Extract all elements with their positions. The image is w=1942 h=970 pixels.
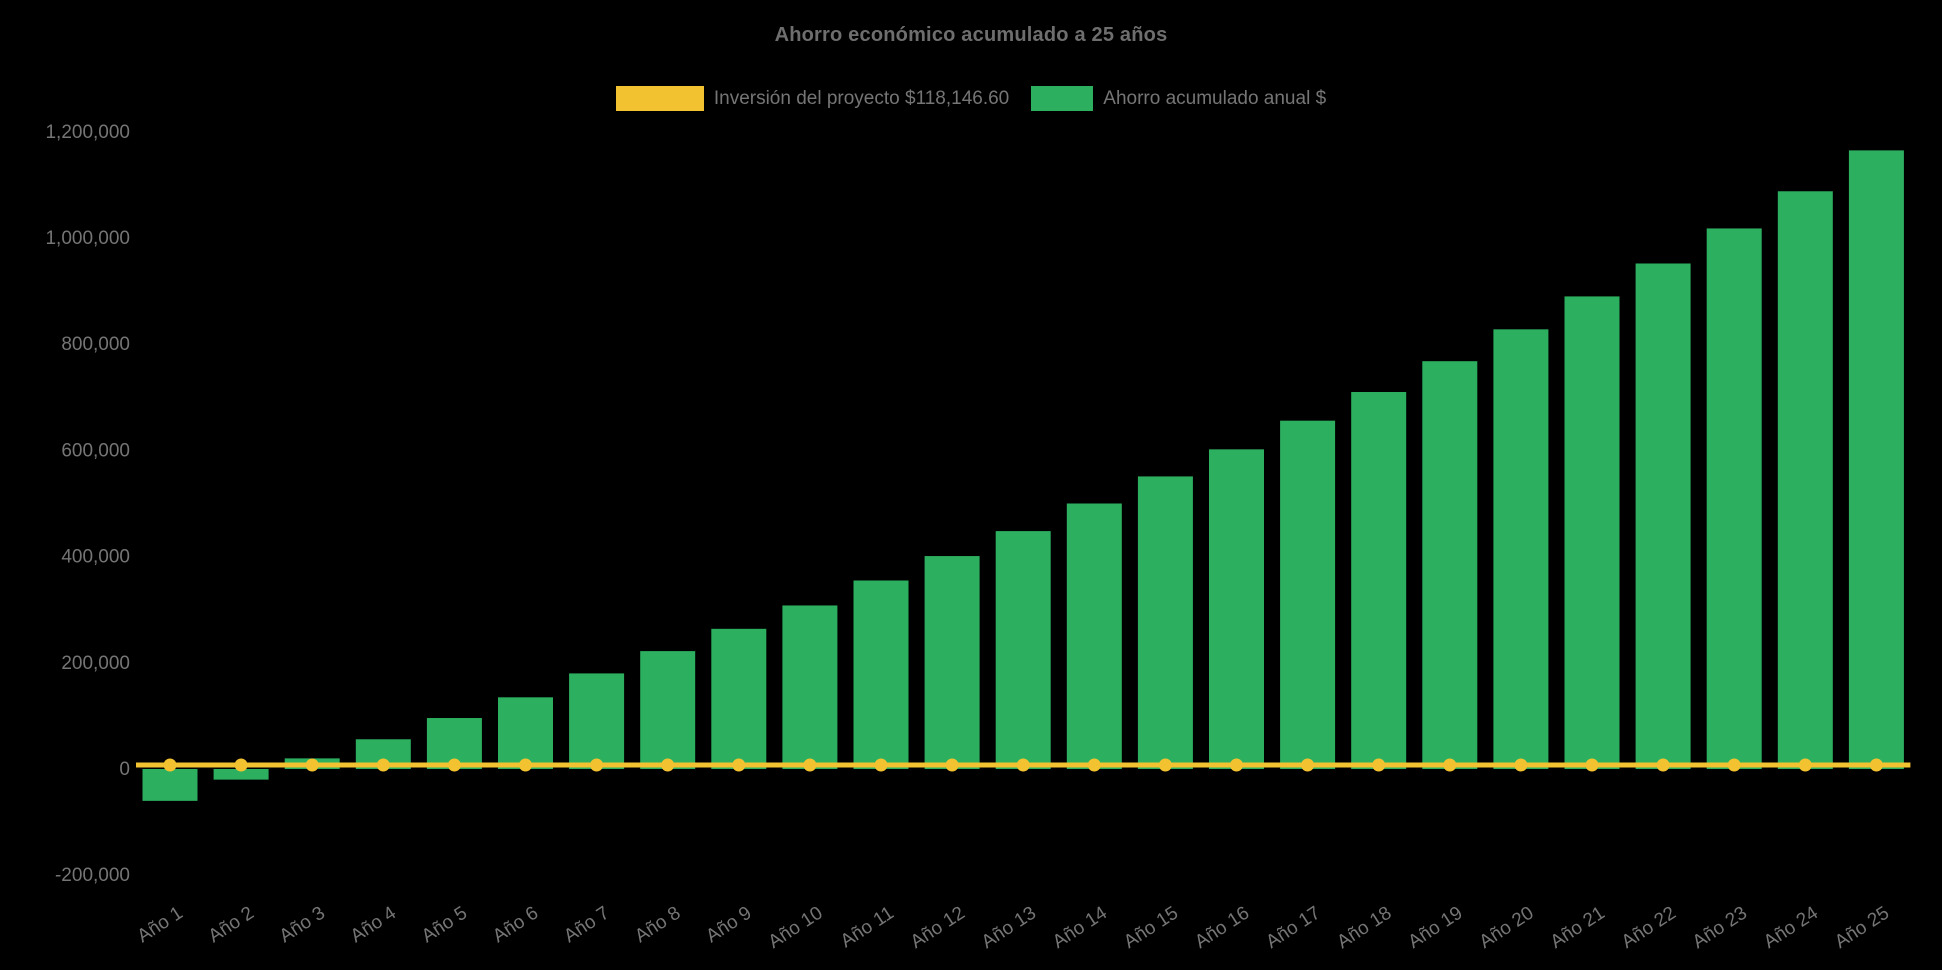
investment-line-point <box>1230 758 1243 772</box>
x-axis-label: Año 7 <box>560 903 613 948</box>
x-axis-label: Año 21 <box>1547 903 1609 953</box>
x-axis-label: Año 12 <box>907 903 969 953</box>
bar-año-2 <box>213 769 269 780</box>
x-axis-label: Año 2 <box>205 903 258 948</box>
investment-line-point <box>1514 758 1528 772</box>
bar-año-17 <box>1280 420 1336 769</box>
x-axis-label: Año 3 <box>276 903 329 948</box>
bar-año-11 <box>853 580 909 769</box>
y-axis-tick: 400,000 <box>61 547 130 568</box>
investment-line-point <box>1158 758 1172 772</box>
investment-line-point <box>1301 758 1315 772</box>
x-axis-label: Año 11 <box>837 903 898 953</box>
investment-line-point <box>1727 758 1741 772</box>
chart-title: Ahorro económico acumulado a 25 años <box>774 24 1168 46</box>
investment-line-point <box>803 758 817 772</box>
x-axis-label: Año 23 <box>1689 903 1751 953</box>
y-axis-tick: 800,000 <box>61 334 130 355</box>
bar-año-24 <box>1777 191 1833 770</box>
y-axis-tick: 1,200,000 <box>45 122 130 143</box>
investment-line-point <box>376 758 390 772</box>
bar-año-20 <box>1493 329 1549 769</box>
legend-label-savings: Ahorro acumulado anual $ <box>1103 87 1327 109</box>
bar-año-18 <box>1351 391 1407 769</box>
x-axis-label: Año 17 <box>1262 903 1324 953</box>
x-axis-label: Año 8 <box>631 903 684 948</box>
bar-año-12 <box>924 556 980 769</box>
bar-año-15 <box>1137 476 1193 769</box>
y-axis-tick: 200,000 <box>61 653 130 674</box>
bar-año-22 <box>1635 263 1691 769</box>
investment-line-point <box>874 758 888 772</box>
investment-line-point <box>1585 758 1599 772</box>
investment-line-point <box>661 758 675 772</box>
investment-line-point <box>1443 758 1457 772</box>
chart-legend: Inversión del proyecto $118,146.60 Ahorr… <box>0 86 1942 111</box>
x-axis-label: Año 18 <box>1333 903 1395 953</box>
y-axis-tick: 0 <box>119 759 130 780</box>
investment-line-point <box>590 758 604 772</box>
bar-año-7 <box>569 673 625 769</box>
investment-line-point <box>1372 758 1386 772</box>
bar-año-16 <box>1209 449 1264 769</box>
x-axis-label: Año 19 <box>1405 903 1467 953</box>
x-axis-label: Año 9 <box>702 903 755 948</box>
investment-line-point <box>1087 758 1101 772</box>
x-axis-label: Año 20 <box>1476 903 1538 953</box>
bar-año-14 <box>1066 503 1122 769</box>
bar-año-13 <box>995 531 1051 769</box>
bar-año-23 <box>1706 228 1762 769</box>
x-axis-label: Año 10 <box>765 903 827 953</box>
investment-line-point <box>1016 758 1030 772</box>
bar-año-21 <box>1564 296 1620 769</box>
investment-line-point <box>519 758 532 772</box>
bar-año-25 <box>1848 150 1904 769</box>
x-axis-label: Año 13 <box>978 903 1040 953</box>
investment-line-point <box>447 758 461 772</box>
legend-swatch-investment-line <box>615 86 704 111</box>
legend-label-investment: Inversión del proyecto $118,146.60 <box>713 87 1010 109</box>
x-axis-label: Año 6 <box>489 903 542 948</box>
x-axis-label: Año 15 <box>1120 903 1182 953</box>
x-axis-label: Año 5 <box>418 903 471 948</box>
investment-line-point <box>1656 758 1670 772</box>
bar-año-10 <box>782 605 838 769</box>
y-axis-tick: -200,000 <box>55 865 130 886</box>
bar-año-19 <box>1422 361 1478 769</box>
bar-año-9 <box>711 628 767 769</box>
investment-line-point <box>234 758 248 772</box>
x-axis-label: Año 1 <box>134 903 187 948</box>
legend-swatch-savings-bar <box>1031 86 1094 111</box>
y-axis-tick: 600,000 <box>61 440 130 461</box>
bar-año-1 <box>142 769 198 801</box>
bar-año-6 <box>498 697 553 769</box>
investment-line-point <box>945 758 959 772</box>
legend-item-investment[interactable]: Inversión del proyecto $118,146.60 <box>615 86 1010 111</box>
y-axis-tick: 1,000,000 <box>45 228 130 249</box>
bar-año-8 <box>640 651 696 769</box>
x-axis-label: Año 14 <box>1049 902 1111 953</box>
legend-item-savings[interactable]: Ahorro acumulado anual $ <box>1031 86 1326 111</box>
investment-line-point <box>1869 758 1883 772</box>
investment-line-point <box>732 758 746 772</box>
investment-line-point <box>1798 758 1812 772</box>
x-axis-label: Año 25 <box>1831 903 1893 953</box>
investment-line-point <box>163 758 177 772</box>
x-axis-label: Año 22 <box>1618 903 1680 953</box>
x-axis-label: Año 16 <box>1191 903 1253 953</box>
x-axis-label: Año 4 <box>347 902 400 947</box>
investment-line-point <box>305 758 319 772</box>
x-axis-label: Año 24 <box>1760 902 1822 953</box>
